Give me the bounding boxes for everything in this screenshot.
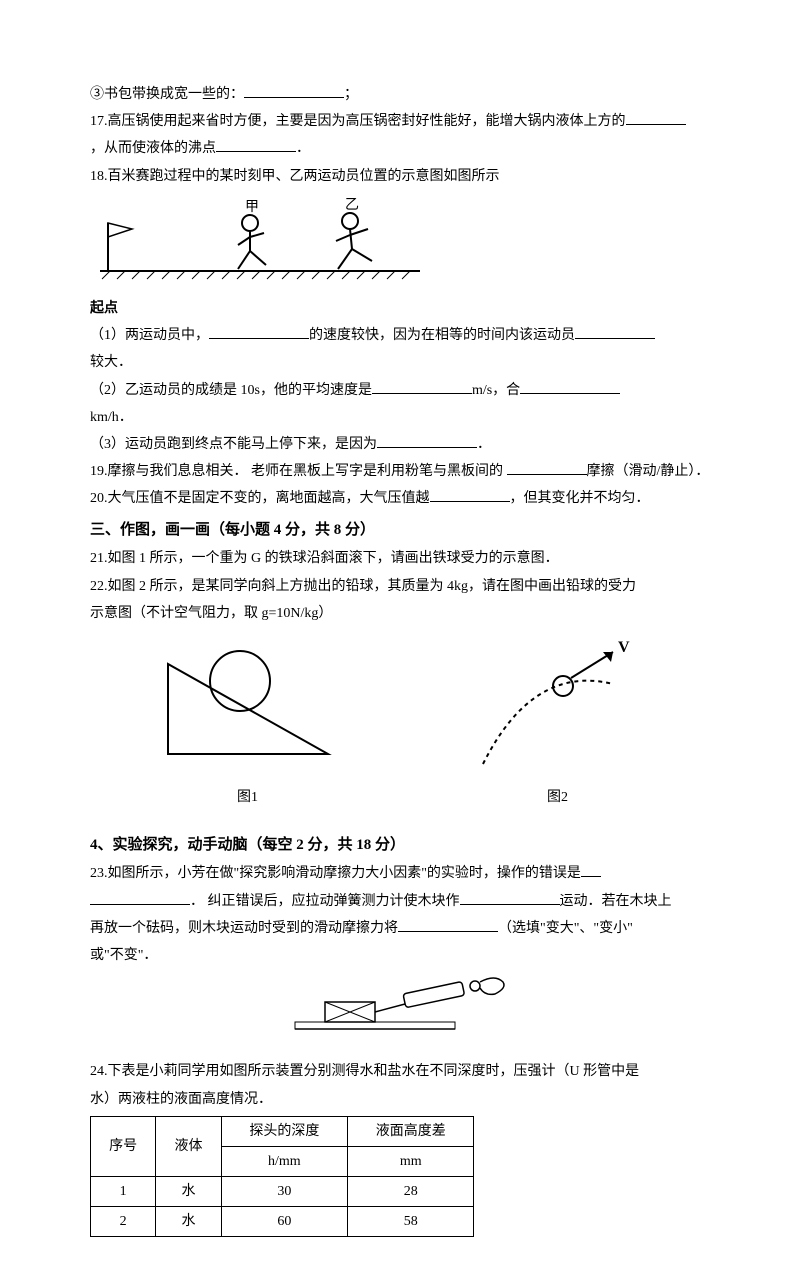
q18: 18.百米赛跑过程中的某时刻甲、乙两运动员位置的示意图如图所示 [90, 164, 710, 189]
q18-1b: 的速度较快，因为在相等的时间内该运动员 [309, 328, 575, 343]
q24b: 水）两液柱的液面高度情况． [90, 1087, 710, 1112]
q19: 19.摩擦与我们息息相关． 老师在黑板上写字是利用粉笔与黑板间的 摩擦（滑动/静… [90, 459, 710, 484]
q17-tail: ． [296, 141, 310, 156]
th-depth: 探头的深度 [221, 1116, 347, 1146]
table-row: 2 水 60 58 [91, 1207, 474, 1237]
q23-l4: 或"不变"． [90, 943, 710, 968]
q23e: （选填"变大"、"变小" [498, 921, 633, 936]
svg-text:V: V [618, 639, 630, 656]
q16-3-tail: ； [344, 87, 358, 102]
q17-line1: 17.高压锅使用起来省时方便，主要是因为高压锅密封好性能好，能增大锅内液体上方的 [90, 109, 710, 134]
q18-3: （3）运动员跑到终点不能马上停下来，是因为 ． [90, 432, 710, 457]
q23-l1: 23.如图所示，小芳在做"探究影响滑动摩擦力大小因素"的实验时，操作的错误是 [90, 861, 710, 886]
blank [626, 110, 686, 125]
cell: 28 [348, 1177, 474, 1207]
q18-3b: ． [477, 437, 491, 452]
section-4-title: 4、实验探究，动手动脑（每空 2 分，共 18 分） [90, 832, 710, 859]
data-table: 序号 液体 探头的深度 液面高度差 h/mm mm 1 水 30 28 2 水 … [90, 1116, 474, 1238]
th-seq: 序号 [91, 1116, 156, 1176]
blank [90, 890, 190, 905]
q23b: ． 纠正错误后，应拉动弹簧测力计使木块作 [190, 894, 460, 909]
figure-1: 图1 [148, 634, 348, 810]
q24a: 24.下表是小莉同学用如图所示装置分别测得水和盐水在不同深度时，压强计（U 形管… [90, 1059, 710, 1084]
q22a: 22.如图 2 所示，是某同学向斜上方抛出的铅球，其质量为 4kg，请在图中画出… [90, 574, 710, 599]
q17b: ，从而使液体的沸点 [90, 141, 216, 156]
blank [377, 433, 477, 448]
runner-figure: 甲 乙 [90, 193, 710, 292]
cell: 60 [221, 1207, 347, 1237]
q18-1a: （1）两运动员中， [90, 328, 209, 343]
q21: 21.如图 1 所示，一个重为 G 的铁球沿斜面滚下，请画出铁球受力的示意图． [90, 546, 710, 571]
blank [507, 460, 587, 475]
q18-2a: （2）乙运动员的成绩是 10s，他的平均速度是 [90, 383, 372, 398]
fig2-caption: 图2 [463, 785, 653, 810]
figure-2: V 图2 [463, 634, 653, 810]
blank [460, 890, 560, 905]
q18-2b: m/s，合 [472, 383, 520, 398]
cell: 1 [91, 1177, 156, 1207]
q16-3: ③书包带换成宽一些的： ； [90, 82, 710, 107]
q18-text: 18.百米赛跑过程中的某时刻甲、乙两运动员位置的示意图如图所示 [90, 169, 500, 184]
th-diff: 液面高度差 [348, 1116, 474, 1146]
cell: 水 [156, 1177, 221, 1207]
table-row: 1 水 30 28 [91, 1177, 474, 1207]
blank [372, 379, 472, 394]
th-diff-unit: mm [348, 1146, 474, 1176]
runner-b-label: 乙 [345, 197, 359, 213]
origin-label: 起点 [90, 296, 710, 321]
table-header-row: 序号 液体 探头的深度 液面高度差 [91, 1116, 474, 1146]
figure-row-1: 图1 V 图2 [90, 634, 710, 810]
blank [520, 379, 620, 394]
th-depth-unit: h/mm [221, 1146, 347, 1176]
blank [244, 83, 344, 98]
blank [216, 137, 296, 152]
q18-2: （2）乙运动员的成绩是 10s，他的平均速度是 m/s，合 [90, 378, 710, 403]
runner-a-label: 甲 [245, 200, 259, 215]
th-liquid: 液体 [156, 1116, 221, 1176]
cell: 30 [221, 1177, 347, 1207]
q16-3-text: ③书包带换成宽一些的： [90, 87, 244, 102]
q20b: ，但其变化并不均匀． [510, 491, 650, 506]
q23a: 23.如图所示，小芳在做"探究影响滑动摩擦力大小因素"的实验时，操作的错误是 [90, 866, 581, 881]
q18-3a: （3）运动员跑到终点不能马上停下来，是因为 [90, 437, 377, 452]
q23-l3: 再放一个砝码，则木块运动时受到的滑动摩擦力将 （选填"变大"、"变小" [90, 916, 710, 941]
cell: 58 [348, 1207, 474, 1237]
q17a: 17.高压锅使用起来省时方便，主要是因为高压锅密封好性能好，能增大锅内液体上方的 [90, 114, 626, 129]
q19b: 摩擦（滑动/静止）． [587, 464, 710, 479]
q23-figure [90, 974, 710, 1053]
q18-2c: km/h． [90, 405, 710, 430]
section-3-title: 三、作图，画一画（每小题 4 分，共 8 分） [90, 517, 710, 544]
q17-line2: ，从而使液体的沸点 ． [90, 136, 710, 161]
cell: 2 [91, 1207, 156, 1237]
cell: 水 [156, 1207, 221, 1237]
q22b: 示意图（不计空气阻力，取 g=10N/kg） [90, 601, 710, 626]
blank [575, 324, 655, 339]
q19a: 19.摩擦与我们息息相关． 老师在黑板上写字是利用粉笔与黑板间的 [90, 464, 507, 479]
q20: 20.大气压值不是固定不变的，离地面越高，大气压值越 ，但其变化并不均匀． [90, 486, 710, 511]
q23-l2: ． 纠正错误后，应拉动弹簧测力计使木块作 运动．若在木块上 [90, 889, 710, 914]
q18-1: （1）两运动员中， 的速度较快，因为在相等的时间内该运动员 [90, 323, 710, 348]
blank [430, 487, 510, 502]
q23c: 运动．若在木块上 [560, 894, 672, 909]
fig1-caption: 图1 [148, 785, 348, 810]
blank [581, 862, 601, 877]
q23d: 再放一个砝码，则木块运动时受到的滑动摩擦力将 [90, 921, 398, 936]
blank [209, 324, 309, 339]
q18-1c: 较大． [90, 350, 710, 375]
q20a: 20.大气压值不是固定不变的，离地面越高，大气压值越 [90, 491, 430, 506]
blank [398, 917, 498, 932]
